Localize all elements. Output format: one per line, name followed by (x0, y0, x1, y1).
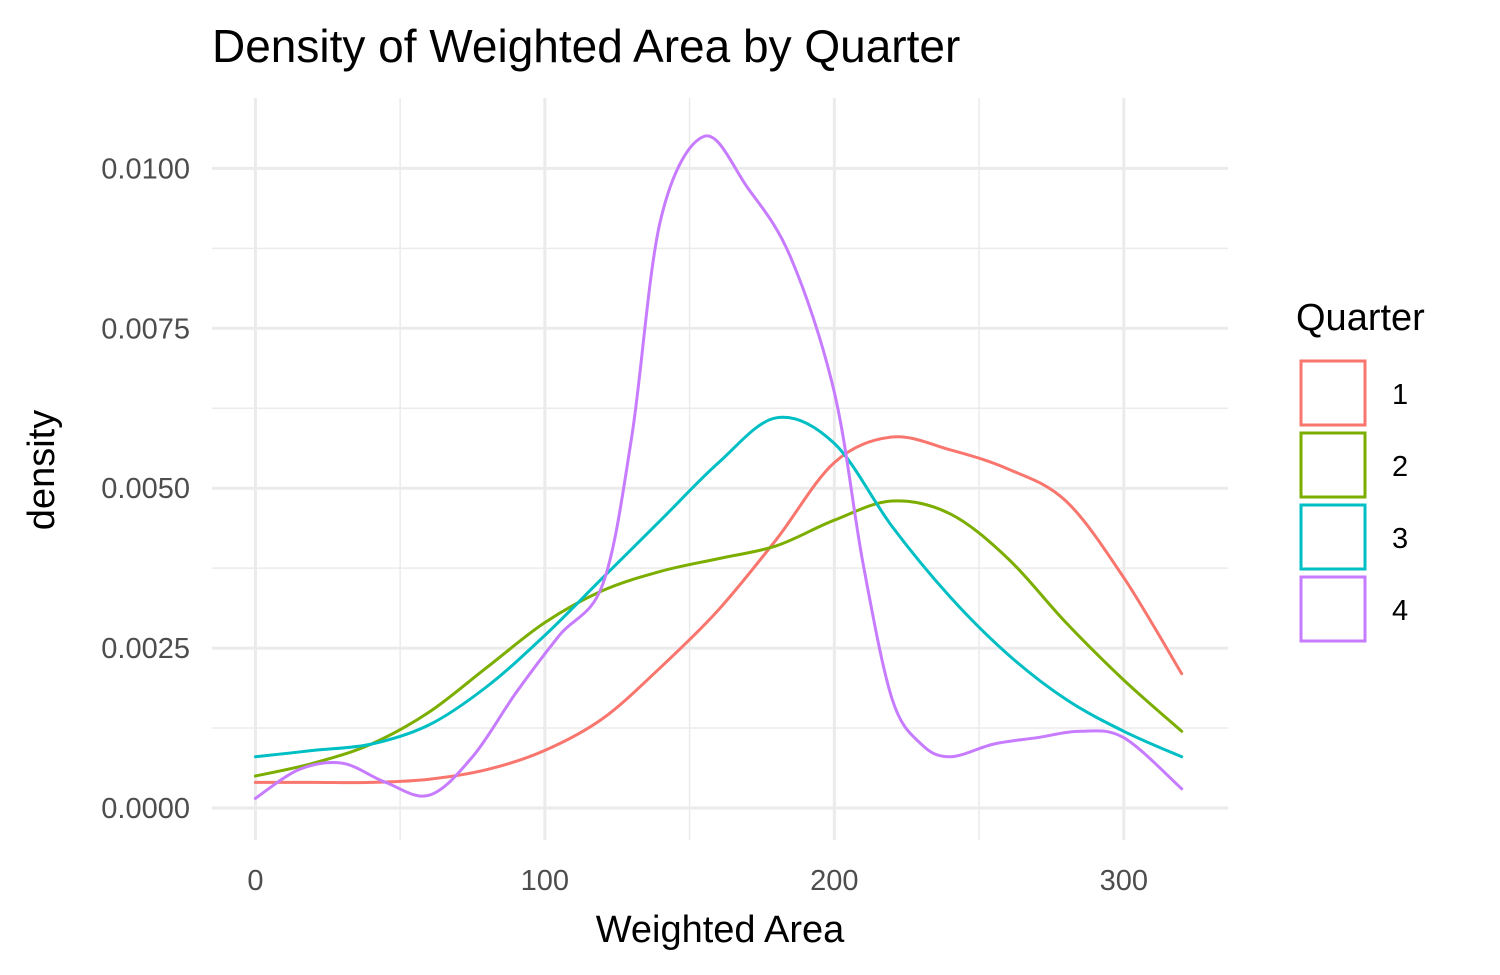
legend-label-quarter-3: 3 (1392, 523, 1408, 555)
legend-key-quarter-2 (1299, 431, 1367, 499)
x-tick-label: 200 (810, 865, 858, 897)
series-line-quarter-3 (253, 415, 1184, 759)
y-axis-ticks: 0.0000 0.0025 0.0050 0.0075 0.0100 (101, 153, 190, 825)
y-tick-label: 0.0050 (101, 473, 190, 505)
chart-title: Density of Weighted Area by Quarter (212, 20, 960, 72)
x-tick-label: 300 (1100, 865, 1148, 897)
legend-title: Quarter (1296, 297, 1425, 339)
x-axis-title: Weighted Area (596, 909, 845, 951)
legend: Quarter 1 2 3 4 (1296, 297, 1425, 643)
legend-key-quarter-1 (1299, 359, 1367, 427)
legend-label-quarter-1: 1 (1392, 379, 1408, 411)
legend-label-quarter-2: 2 (1392, 451, 1408, 483)
series-line-quarter-2 (253, 499, 1184, 778)
series-group (253, 134, 1184, 800)
legend-label-quarter-4: 4 (1392, 595, 1408, 627)
y-tick-label: 0.0075 (101, 313, 190, 345)
legend-key-quarter-3 (1299, 503, 1367, 571)
x-tick-label: 100 (521, 865, 569, 897)
x-tick-label: 0 (247, 865, 263, 897)
legend-key-quarter-4 (1299, 575, 1367, 643)
y-axis-title: density (21, 410, 63, 530)
y-tick-label: 0.0025 (101, 633, 190, 665)
series-line-quarter-4 (253, 134, 1184, 800)
y-tick-label: 0.0000 (101, 793, 190, 825)
series-line-quarter-1 (253, 435, 1184, 785)
x-axis-ticks: 0 100 200 300 (247, 865, 1148, 897)
y-tick-label: 0.0100 (101, 153, 190, 185)
grid (212, 98, 1228, 840)
